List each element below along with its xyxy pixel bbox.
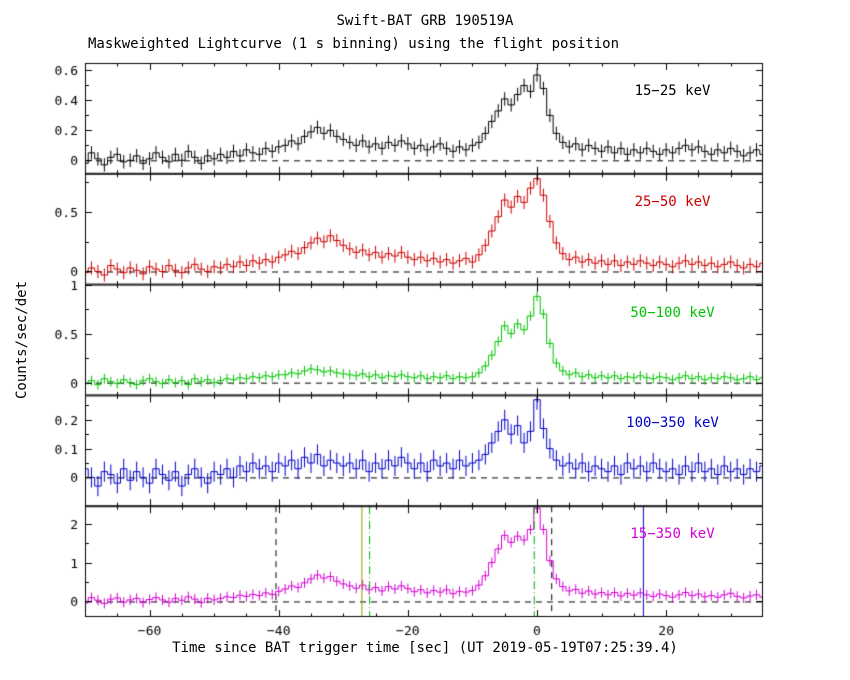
band-label: 15−25 keV: [634, 83, 711, 99]
x-axis-label: Time since BAT trigger time [sec] (UT 20…: [172, 640, 678, 656]
band-label: 25−50 keV: [634, 193, 711, 210]
band-label: 15−350 keV: [630, 526, 715, 543]
chart-subtitle: Maskweighted Lightcurve (1 s binning) us…: [88, 36, 620, 52]
chart-title: Swift-BAT GRB 190519A: [336, 13, 514, 29]
y-axis-label: Counts/sec/det: [14, 280, 30, 400]
band-label: 100−350 keV: [626, 415, 719, 432]
band-label: 50−100 keV: [630, 304, 715, 321]
